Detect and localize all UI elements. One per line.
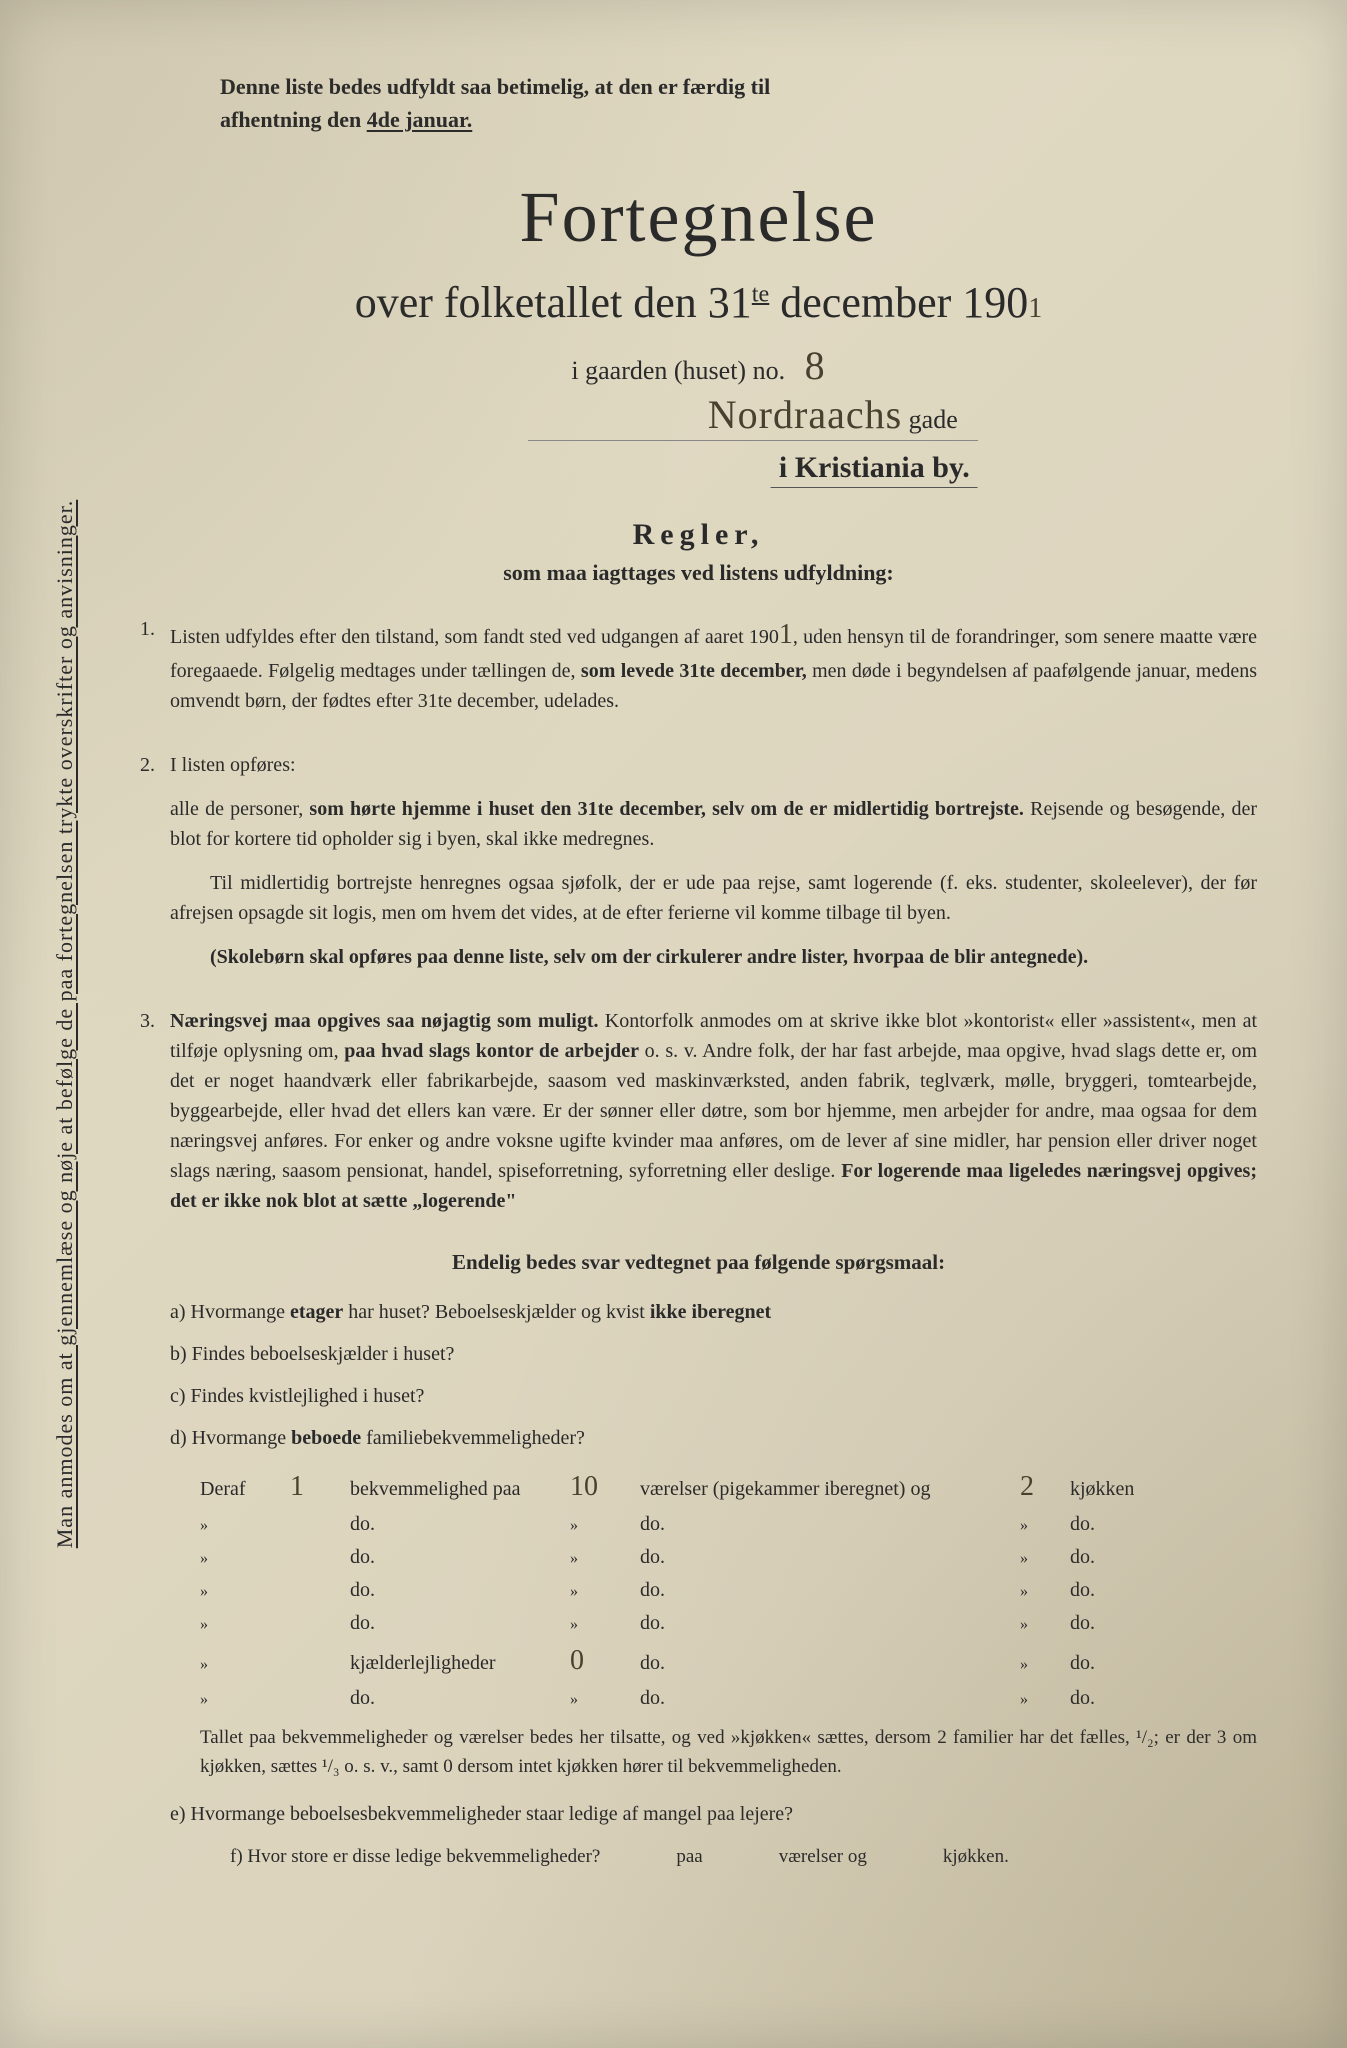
rule-3-num: 3.	[140, 1006, 170, 1230]
rule3-bold1: Næringsvej maa opgives saa nøjagtig som …	[170, 1010, 598, 1032]
question-a: a) Hvormange etager har huset? Beboelses…	[170, 1293, 1257, 1331]
subtitle-pre: over folketallet den 31	[355, 278, 752, 327]
gaard-line: i gaarden (huset) no. 8	[140, 342, 1257, 389]
rule-2-body: I listen opføres: alle de personer, som …	[170, 750, 1257, 986]
top-note-date: 4de januar.	[367, 107, 473, 132]
city-wrap: i Kristiania by.	[140, 451, 1257, 518]
main-title: Fortegnelse	[140, 176, 1257, 259]
deraf-row-7: »do.»do.»do.	[200, 1687, 1257, 1710]
deraf-table: Deraf 1 bekvemmelighed paa 10 værelser (…	[200, 1471, 1257, 1710]
questions: a) Hvormange etager har huset? Beboelses…	[170, 1293, 1257, 1457]
street-wrap: Nordraachs gade	[140, 391, 1257, 451]
deraf-row-kjaelder: »kjælderlejligheder0do.»do.	[200, 1645, 1257, 1677]
rule-3-body: Næringsvej maa opgives saa nøjagtig som …	[170, 1006, 1257, 1230]
deraf-row-4: »do.»do.»do.	[200, 1579, 1257, 1602]
kjaelder-value: 0	[570, 1645, 640, 1677]
street-line: Nordraachs gade	[528, 391, 978, 441]
rule2-intro: I listen opføres:	[170, 750, 1257, 780]
rule2-d: Til midlertidig bortrejste henregnes ogs…	[170, 868, 1257, 928]
subtitle-post: december 190	[769, 278, 1028, 327]
document-page: Man anmodes om at gjennemlæse og nøje at…	[0, 0, 1347, 2048]
question-d: d) Hvormange beboede familiebekvemmeligh…	[170, 1419, 1257, 1457]
vertical-note-text: Man anmodes om at gjennemlæse og nøje at…	[52, 500, 77, 1549]
street-handwritten: Nordraachs	[708, 392, 902, 437]
rule1-text-a: Listen udfyldes efter den tilstand, som …	[170, 626, 779, 648]
rule-2: 2. I listen opføres: alle de personer, s…	[140, 750, 1257, 986]
gaard-number: 8	[805, 343, 826, 388]
deraf-row-2: »do.»do.»do.	[200, 1513, 1257, 1536]
deraf-bekvem: bekvemmelighed paa	[350, 1478, 570, 1501]
rule-2-num: 2.	[140, 750, 170, 986]
question-e: e) Hvormange beboelsesbekvemmeligheder s…	[170, 1795, 1257, 1833]
question-c: c) Findes kvistlejlighed i huset?	[170, 1377, 1257, 1415]
rule2-bold: som hørte hjemme i huset den 31te decemb…	[309, 798, 1024, 820]
rule2-e: (Skolebørn skal opføres paa denne liste,…	[170, 942, 1257, 972]
kjaelder-label: kjælderlejligheder	[350, 1652, 570, 1675]
rule-1-num: 1.	[140, 614, 170, 730]
rule2-b: alle de personer,	[170, 798, 309, 820]
deraf-mid2: værelser (pigekammer iberegnet) og	[640, 1478, 1020, 1501]
rule-1: 1. Listen udfyldes efter den tilstand, s…	[140, 614, 1257, 730]
deraf-count: 1	[290, 1471, 350, 1503]
rule-1-body: Listen udfyldes efter den tilstand, som …	[170, 614, 1257, 730]
rules-subheading: som maa iagttages ved listens udfyldning…	[140, 560, 1257, 586]
endelig-heading: Endelig bedes svar vedtegnet paa følgend…	[140, 1250, 1257, 1275]
questions-ef: e) Hvormange beboelsesbekvemmeligheder s…	[170, 1795, 1257, 1875]
rule1-bold: som levede 31te december,	[581, 660, 807, 682]
vertical-margin-note: Man anmodes om at gjennemlæse og nøje at…	[52, 174, 78, 1874]
top-note-line1: Denne liste bedes udfyldt saa betimelig,…	[220, 74, 770, 99]
deraf-end: kjøkken	[1070, 1478, 1190, 1501]
subtitle: over folketallet den 31te december 1901	[140, 277, 1257, 328]
rule-3: 3. Næringsvej maa opgives saa nøjagtig s…	[140, 1006, 1257, 1230]
rule1-year-hand: 1	[779, 619, 793, 650]
top-note-line2: afhentning den	[220, 107, 367, 132]
gaard-label: i gaarden (huset) no.	[571, 356, 785, 385]
rules-heading: Regler,	[140, 518, 1257, 552]
city-line: i Kristiania by.	[771, 451, 978, 488]
deraf-rooms: 10	[570, 1471, 640, 1503]
subtitle-sup: te	[752, 280, 769, 307]
question-b: b) Findes beboelseskjælder i huset?	[170, 1335, 1257, 1373]
deraf-row-3: »do.»do.»do.	[200, 1546, 1257, 1569]
deraf-label: Deraf	[200, 1478, 290, 1501]
deraf-kitchen: 2	[1020, 1471, 1070, 1503]
top-instruction: Denne liste bedes udfyldt saa betimelig,…	[220, 70, 1257, 136]
question-f: f) Hvor store er disse ledige bekvemmeli…	[230, 1839, 1257, 1875]
deraf-row-1: Deraf 1 bekvemmelighed paa 10 værelser (…	[200, 1471, 1257, 1503]
street-suffix: gade	[909, 405, 958, 434]
deraf-row-5: »do.»do.»do.	[200, 1612, 1257, 1635]
year-handwritten: 1	[1028, 293, 1042, 324]
rule3-bold2: paa hvad slags kontor de arbejder	[344, 1040, 639, 1062]
footnote: Tallet paa bekvemmeligheder og værelser …	[200, 1724, 1257, 1781]
